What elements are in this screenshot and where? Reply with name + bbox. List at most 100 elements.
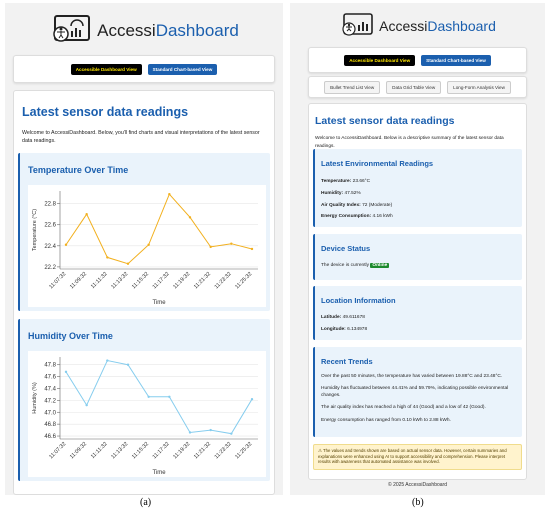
x-tick-label: 11:25:32 — [234, 441, 253, 460]
reading-label: Air Quality Index: — [321, 202, 361, 208]
logo-part: Dashboard — [427, 18, 496, 34]
x-tick-label: 11:09:32 — [69, 271, 88, 290]
reading-label: Energy Consumption: — [321, 214, 372, 220]
data-point — [147, 395, 150, 399]
logo-icon — [342, 13, 373, 36]
warning: The values and trends shown are based on… — [318, 448, 507, 465]
logo-part: Accessi — [97, 21, 156, 40]
chart-title: Temperature Over Time — [28, 165, 129, 175]
logo-part: Dashboard — [155, 21, 239, 40]
subview-button[interactable]: Data Grid Table View — [386, 80, 442, 94]
location-value: 6.134978 — [347, 327, 368, 332]
data-point — [85, 212, 88, 216]
x-tick-label: 11:23:32 — [214, 441, 233, 460]
view-button[interactable]: Standard Chart-based View — [421, 54, 491, 66]
y-tick-label: 47.6 — [44, 375, 56, 381]
section: Latest Environmental Readings Temperatur… — [313, 149, 522, 227]
x-tick-label: 11:25:32 — [234, 271, 253, 290]
warning-box: ⚠ The values and trends shown are based … — [313, 444, 522, 470]
view-button[interactable]: Standard Chart-based View — [147, 63, 218, 75]
trend: Over the past 50 minutes, the temperatur… — [321, 374, 503, 379]
reading-value: 4.16 kWh — [372, 214, 393, 220]
section-title: Location Information — [321, 296, 396, 305]
data-point — [250, 397, 254, 401]
subview-button[interactable]: Bullet Trend List View — [324, 80, 381, 94]
reading: Humidity: 47.52% — [321, 188, 393, 200]
trend: The air quality index has reached a high… — [321, 405, 486, 411]
data-point — [188, 216, 192, 219]
x-tick-label: 11:17:32 — [152, 271, 171, 290]
data-point — [230, 432, 233, 435]
intro: Welcome to AccessiDashboard. Below, you'… — [22, 130, 260, 144]
y-axis-label: Temperature (°C) — [32, 209, 38, 251]
reading-value: 72 (Moderate) — [362, 202, 393, 208]
y-tick-label: 47.2 — [44, 398, 56, 404]
caption: (a) — [140, 497, 152, 508]
x-tick-label: 11:15:32 — [131, 441, 150, 460]
y-tick-label: 47.0 — [44, 410, 56, 416]
x-axis-label: Time — [152, 300, 166, 306]
status-badge: Online — [370, 263, 390, 268]
section: Device Status The device is currently On… — [313, 234, 522, 280]
location-label: Latitude: — [321, 315, 342, 320]
data-point — [168, 192, 171, 196]
data-point — [209, 428, 212, 432]
y-tick-label: 22.8 — [44, 202, 56, 208]
y-tick-label: 22.6 — [44, 223, 56, 229]
y-tick-label: 47.8 — [44, 363, 56, 369]
x-tick-label: 11:11:32 — [90, 271, 109, 290]
data-point — [147, 243, 150, 246]
logo-text: AccessiDashboard — [379, 18, 496, 34]
location-label: Longitude: — [321, 327, 346, 332]
reading: Temperature: 23.66°C — [321, 176, 393, 188]
view-button[interactable]: Accessible Dashboard View — [344, 54, 416, 66]
plot-area: 46.6 46.8 47.0 47.2 47.4 47.6 47.8 11:07:32 11:0… — [28, 351, 266, 477]
logo-text: AccessiDashboard — [97, 21, 239, 41]
x-tick-label: 11:21:32 — [193, 271, 212, 290]
panel-b: AccessiDashboard Accessible Dashboard Vi… — [290, 3, 545, 495]
view-bar: Accessible Dashboard View Standard Chart… — [308, 47, 527, 73]
logo: AccessiDashboard — [290, 11, 545, 41]
data-point — [250, 247, 254, 251]
data-point — [85, 403, 88, 407]
section-title: Latest Environmental Readings — [321, 159, 434, 168]
x-tick-label: 11:23:32 — [214, 271, 233, 290]
section-title: Recent Trends — [321, 357, 373, 366]
x-tick-label: 11:15:32 — [131, 271, 150, 290]
trend: Humidity has fluctuated between 44.41% a… — [321, 386, 509, 398]
data-point — [168, 395, 171, 399]
data-point — [64, 243, 68, 246]
data-line — [65, 193, 253, 265]
x-axis-label: Time — [152, 470, 166, 476]
data-point — [106, 359, 109, 362]
trend: Energy consumption has ranged from 0.10 … — [321, 417, 451, 423]
reading: Air Quality Index: 72 (Moderate) — [321, 200, 393, 212]
reading: Energy Consumption: 4.16 kWh — [321, 211, 393, 223]
subview-button[interactable]: Long-Form Analysis View — [447, 80, 511, 94]
y-axis-label: Humidity (%) — [32, 382, 38, 414]
y-tick-label: 46.6 — [44, 434, 56, 440]
x-tick-label: 11:19:32 — [172, 441, 191, 460]
plot-area: 22.2 22.4 22.6 22.8 11:07:32 11:09:32 11:11:32… — [28, 185, 266, 307]
section-title: Device Status — [321, 244, 371, 253]
x-tick-label: 11:19:32 — [172, 271, 191, 290]
data-point — [106, 256, 109, 259]
x-tick-label: 11:13:32 — [110, 271, 129, 290]
logo: AccessiDashboard — [5, 13, 283, 49]
location-item: Longitude: 6.134978 — [321, 324, 367, 336]
y-tick-label: 47.4 — [44, 386, 56, 392]
status-line: The device is currently Online — [321, 262, 390, 270]
data-point — [209, 245, 212, 249]
y-tick-label: 22.2 — [44, 265, 56, 271]
readings-list: Temperature: 23.66°C Humidity: 47.52% Ai… — [321, 176, 393, 223]
location-list: Latitude: 49.611678 Longitude: 6.134978 — [321, 312, 367, 336]
x-tick-label: 11:07:32 — [48, 441, 67, 460]
view-button[interactable]: Accessible Dashboard View — [70, 63, 142, 75]
reading-value: 47.52% — [344, 190, 361, 196]
reading-value: 23.66°C — [352, 179, 371, 184]
panel-a: AccessiDashboard Accessible Dashboard Vi… — [5, 3, 283, 495]
chart: 46.6 46.8 47.0 47.2 47.4 47.6 47.8 11:07:32 11:0… — [32, 357, 258, 476]
intro: Welcome to AccessiDashboard. Below is a … — [315, 136, 504, 149]
heading: Latest sensor data readings — [315, 115, 455, 127]
